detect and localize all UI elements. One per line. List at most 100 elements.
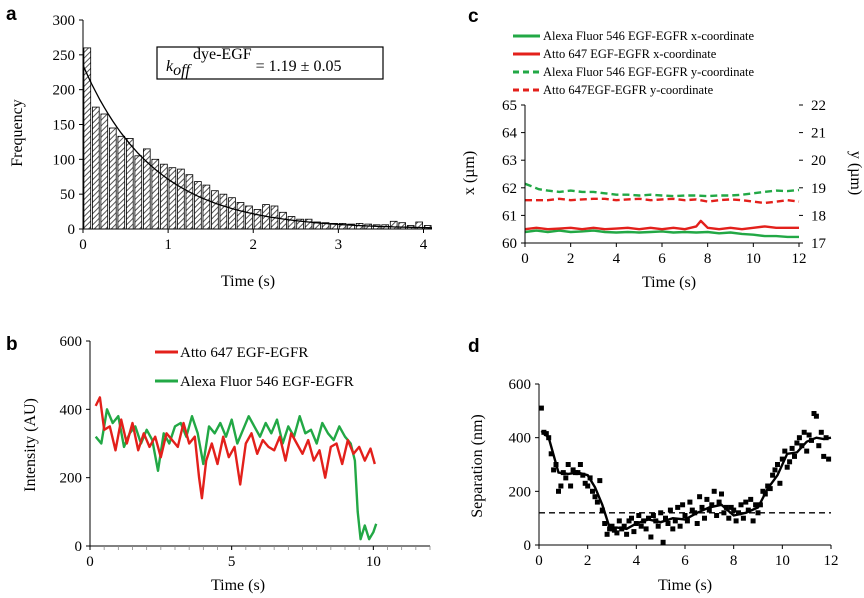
series-line-2 <box>524 182 800 198</box>
scatter-point <box>777 480 783 486</box>
exponential-fit-curve <box>82 65 433 229</box>
x-tick-label: 3 <box>335 237 343 253</box>
y-tick-label: 18 <box>811 208 826 224</box>
scatter-point <box>563 475 569 481</box>
histogram-bar <box>398 222 406 230</box>
scatter-point <box>538 405 544 411</box>
scatter-point <box>750 518 756 524</box>
y-tick-label: 62 <box>502 181 517 197</box>
histogram-bar <box>109 127 117 230</box>
k-value: = 1.19 ± 0.05 <box>252 58 342 75</box>
scatter-point <box>806 432 812 438</box>
y-tick-label: 61 <box>502 208 517 224</box>
histogram-bar <box>117 135 126 230</box>
y-axis-title: Intensity (AU) <box>22 398 39 492</box>
x-tick-label: 4 <box>613 251 621 267</box>
scatter-point <box>804 448 810 454</box>
y-tick-label: 600 <box>60 334 83 350</box>
x-tick-label: 12 <box>824 553 839 569</box>
scatter-point <box>779 456 785 462</box>
histogram-bar <box>194 181 202 230</box>
y-tick-label: 63 <box>502 153 517 169</box>
histogram-bar <box>219 193 228 230</box>
scatter-point <box>638 523 644 529</box>
legend-label-3: Atto 647EGF-EGFR y-coordinate <box>543 83 714 97</box>
y-axis-title-right: y (µm) <box>847 151 864 195</box>
histogram-bar <box>253 209 262 230</box>
x-tick-label: 4 <box>420 237 428 253</box>
scatter-point <box>543 431 549 437</box>
scatter-point <box>624 531 630 537</box>
scatter-point <box>736 510 741 516</box>
histogram-bar <box>92 106 100 230</box>
legend: Alexa Fluor 546 EGF-EGFR x-coordinate At… <box>513 29 755 97</box>
histogram-bar <box>211 190 219 230</box>
x-tick-label: 1 <box>164 237 172 253</box>
y-tick-label: 150 <box>53 118 76 134</box>
panel-label-b: b <box>6 334 18 355</box>
histogram-bar <box>287 216 296 230</box>
scatter-point <box>702 515 707 521</box>
scatter-point <box>826 456 832 462</box>
y-tick-label: 0 <box>75 539 83 555</box>
series-lines <box>524 182 800 239</box>
series-line-0 <box>524 229 799 239</box>
legend-label-atto: Atto 647 EGF-EGFR <box>180 345 308 361</box>
scatter-point <box>692 510 698 516</box>
y-axis-title-left: x (µm) <box>461 151 478 195</box>
scatter-point <box>723 504 729 510</box>
scatter-point <box>689 507 695 513</box>
scatter-point <box>611 527 617 533</box>
histogram-bar <box>228 197 236 230</box>
scatter-point <box>714 513 720 518</box>
scatter-point <box>650 513 656 518</box>
scatter-point <box>748 496 754 502</box>
panel-label-d: d <box>468 336 480 357</box>
histogram-bar <box>185 174 194 230</box>
axis-ticks: 0 1 2 3 4 0 50 100 150 200 250 300 <box>53 13 428 253</box>
y-tick-label: 21 <box>811 126 826 142</box>
scatter-point <box>775 462 780 467</box>
x-axis-title: Time (s) <box>642 274 696 291</box>
y-tick-label: 19 <box>811 181 826 197</box>
y-tick-label: 200 <box>53 83 76 99</box>
x-tick-label: 2 <box>249 237 257 253</box>
x-tick-label: 12 <box>792 251 807 267</box>
scatter-point <box>738 502 744 508</box>
scatter-point <box>694 521 700 526</box>
x-axis-title: Time (s) <box>658 577 712 594</box>
histogram-bar <box>134 155 143 230</box>
scatter-point <box>672 518 678 524</box>
scatter-point <box>663 515 668 521</box>
scatter-point <box>811 411 817 416</box>
scatter-point <box>770 472 776 478</box>
scatter-point <box>731 507 737 513</box>
panel-label-c: c <box>468 6 479 27</box>
scatter-point <box>782 448 788 454</box>
smoothed-curve <box>540 430 832 531</box>
scatter-point <box>813 413 819 419</box>
scatter-point <box>616 518 622 524</box>
scatter-point <box>740 515 746 521</box>
y-tick-label: 0 <box>524 538 532 554</box>
scatter-point <box>801 429 807 435</box>
x-tick-label: 0 <box>79 237 87 253</box>
scatter-point <box>728 504 734 510</box>
series-line-3 <box>525 197 800 205</box>
histogram-bar <box>126 137 134 230</box>
y-tick-label: 22 <box>811 98 826 114</box>
axis-ticks: 0 5 10 0 200 400 600 <box>60 334 431 570</box>
scatter-point <box>551 467 557 473</box>
legend-label-1: Atto 647 EGF-EGFR x-coordinate <box>543 47 717 61</box>
scatter-point <box>755 510 761 516</box>
scatter-point <box>577 462 583 467</box>
scatter-point <box>789 445 795 451</box>
y-tick-label: 20 <box>811 153 826 169</box>
x-tick-label: 6 <box>658 251 666 267</box>
series-line-0 <box>94 396 376 500</box>
y-tick-label: 250 <box>53 48 76 64</box>
chart-a: 0 1 2 3 4 0 50 100 150 200 250 300 Time (s) Frequen… <box>9 13 433 290</box>
scatter-point <box>753 502 759 508</box>
legend-label-alexa: Alexa Fluor 546 EGF-EGFR <box>180 374 354 390</box>
x-tick-label: 8 <box>704 251 712 267</box>
